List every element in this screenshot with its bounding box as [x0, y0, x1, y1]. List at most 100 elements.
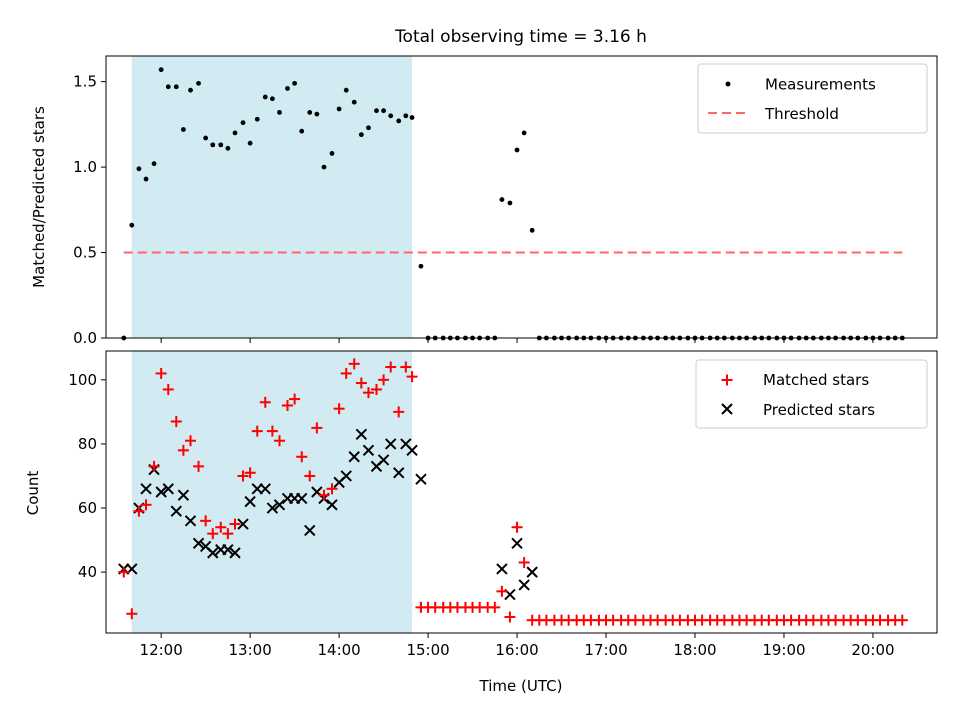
- count-x-tick-label: 12:00: [140, 641, 183, 659]
- measurement-point: [366, 125, 371, 131]
- measurement-point: [247, 140, 253, 146]
- predicted-star-point: [496, 563, 508, 575]
- matched-star-point: [896, 614, 908, 626]
- predicted-star-point: [140, 483, 152, 495]
- predicted-star-point: [237, 518, 249, 530]
- measurement-point: [403, 113, 409, 119]
- matched-star-point: [273, 435, 285, 447]
- matched-legend-marker: [721, 374, 733, 386]
- predicted-star-point: [415, 473, 427, 485]
- measurement-point: [521, 130, 527, 136]
- measurement-point: [277, 110, 282, 115]
- ratio-y-tick-label: 0.0: [73, 329, 97, 347]
- predicted-star-point: [304, 524, 316, 537]
- predicted-star-point: [326, 499, 338, 511]
- matched-star-point: [355, 377, 367, 389]
- predicted-star-point: [511, 537, 523, 549]
- measurement-point: [136, 166, 142, 172]
- count-x-tick-label: 17:00: [584, 641, 627, 659]
- count-legend: Matched stars Predicted stars: [695, 359, 928, 429]
- measurement-point: [181, 127, 186, 132]
- matched-star-point: [489, 601, 501, 613]
- predicted-star-point: [355, 428, 368, 441]
- measurement-point: [232, 130, 238, 136]
- measurement-point: [203, 135, 209, 141]
- predicted-star-point: [377, 454, 390, 466]
- measurement-point: [292, 80, 298, 86]
- matched-star-point: [296, 451, 308, 463]
- matched-star-point: [340, 367, 352, 379]
- count-y-axis: 40 60 80 100: [68, 371, 106, 581]
- ratio-y-label: Matched/Predicted stars: [30, 106, 48, 288]
- predicted-star-point: [296, 492, 308, 505]
- matched-star-point: [229, 518, 241, 530]
- predicted-star-point: [155, 486, 167, 498]
- measurement-point: [529, 227, 535, 233]
- predicted-stars-series: [118, 428, 538, 601]
- predicted-star-point: [192, 537, 205, 549]
- matched-star-point: [511, 521, 523, 533]
- matched-star-point: [133, 505, 145, 517]
- measurement-point: [225, 145, 231, 151]
- matched-star-point: [348, 358, 360, 370]
- measurements-legend-label: Measurements: [765, 76, 876, 94]
- measurement-point: [210, 142, 216, 148]
- measurement-point: [240, 120, 246, 126]
- predicted-star-point: [222, 543, 234, 556]
- count-legend-box: [695, 359, 928, 429]
- count-x-tick-label: 13:00: [229, 641, 272, 659]
- measurement-point: [321, 164, 327, 170]
- matched-star-point: [251, 425, 263, 437]
- chart-title: Total observing time = 3.16 h: [394, 27, 647, 47]
- matched-star-point: [304, 470, 316, 482]
- ratio-y-tick-label: 1.0: [73, 158, 97, 176]
- predicted-star-point: [340, 470, 352, 482]
- matched-star-point: [496, 585, 508, 597]
- predicted-star-point: [518, 579, 530, 591]
- matched-star-point: [237, 470, 249, 482]
- predicted-star-point: [393, 467, 405, 479]
- measurement-point: [196, 80, 201, 86]
- count-x-tick-label: 16:00: [495, 641, 538, 659]
- predicted-star-point: [362, 444, 375, 457]
- matched-star-point: [326, 483, 338, 495]
- measurement-point: [262, 94, 268, 100]
- predicted-star-point: [184, 515, 197, 527]
- measurement-point: [381, 108, 386, 114]
- matched-star-point: [222, 528, 234, 540]
- count-x-tick-label: 15:00: [406, 641, 449, 659]
- measurement-point: [351, 99, 357, 105]
- predicted-star-point: [162, 483, 174, 495]
- count-x-tick-label: 18:00: [673, 641, 716, 659]
- measurement-point: [165, 84, 171, 90]
- predicted-star-point: [406, 444, 418, 457]
- matched-star-point: [118, 566, 130, 578]
- matched-star-point: [370, 383, 382, 395]
- predicted-star-point: [229, 547, 241, 559]
- measurement-point: [388, 113, 394, 119]
- matched-star-point: [207, 528, 219, 540]
- count-plot-frame: [105, 350, 938, 634]
- predicted-star-point: [385, 438, 397, 450]
- matched-star-point: [282, 399, 294, 411]
- matched-star-point: [406, 371, 418, 383]
- matched-star-point: [244, 467, 256, 479]
- measurement-point: [151, 161, 157, 167]
- measurement-point: [499, 197, 505, 202]
- matched-star-point: [140, 499, 152, 511]
- matched-star-point: [385, 361, 397, 373]
- measurement-point: [285, 86, 290, 91]
- count-x-axis: 12:00 13:00 14:00 15:00 16:00 17:00 18:00 19:00…: [140, 633, 895, 659]
- matched-star-point: [200, 515, 212, 527]
- matched-star-point: [185, 435, 197, 447]
- measurement-point: [418, 263, 424, 269]
- matched-star-point: [518, 557, 530, 568]
- matched-star-point: [170, 416, 182, 427]
- measurements-series: [121, 67, 905, 341]
- matched-star-point: [259, 396, 271, 408]
- predicted-star-point: [266, 502, 279, 514]
- predicted-star-point: [177, 489, 190, 501]
- count-highlight-span: [131, 351, 413, 633]
- matched-star-point: [400, 361, 412, 373]
